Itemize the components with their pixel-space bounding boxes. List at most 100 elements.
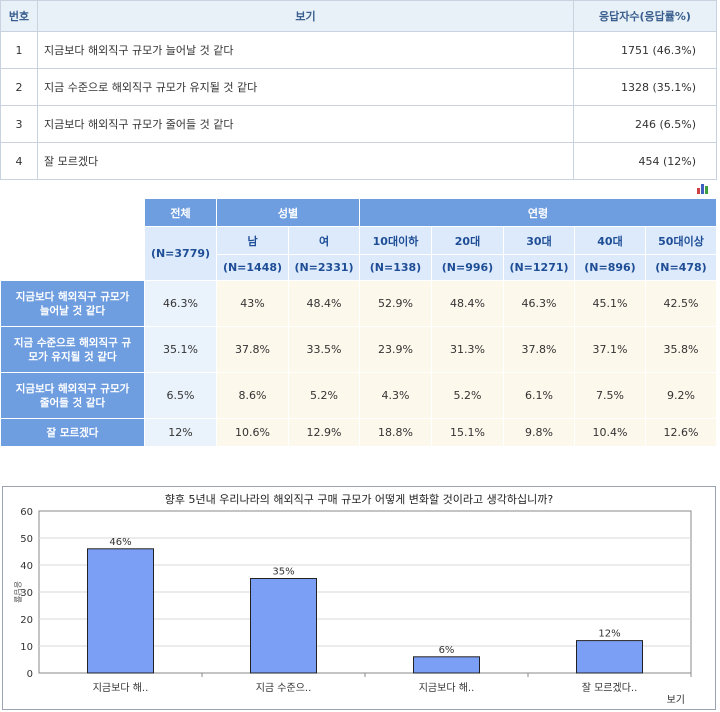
group-n: (N=996)	[431, 254, 504, 281]
row-option: 지금보다 해외직구 규모가 줄어들 것 같다	[37, 105, 574, 143]
header-gender: 성별	[216, 198, 360, 227]
total-n: (N=3779)	[144, 226, 217, 281]
group-n: (N=1271)	[503, 254, 575, 281]
group-label: 10대이하	[359, 226, 432, 255]
table-row: 1 지금보다 해외직구 규모가 늘어날 것 같다 1751 (46.3%)	[0, 31, 717, 69]
cell-value: 5.2%	[288, 372, 360, 419]
cell-value: 12.9%	[288, 418, 360, 447]
y-tick-label: 50	[20, 534, 33, 545]
row-number: 4	[0, 142, 38, 180]
cell-value: 37.1%	[574, 326, 646, 373]
cell-value: 18.8%	[359, 418, 432, 447]
cell-value: 5.2%	[431, 372, 504, 419]
x-tick-label: 잘 모르겠다..	[582, 682, 638, 694]
group-n: (N=478)	[645, 254, 717, 281]
header-number: 번호	[0, 0, 38, 32]
total-value: 12%	[144, 418, 217, 447]
table-row: 지금 수준으로 해외직구 규 모가 유지될 것 같다 35.1% 37.8% 33…	[0, 326, 717, 373]
bar-chart-icon[interactable]	[696, 182, 710, 194]
bar-value-label: 35%	[272, 567, 294, 578]
y-tick-label: 20	[20, 615, 33, 626]
row-label: 지금보다 해외직구 규모가 줄어들 것 같다	[0, 372, 145, 419]
row-number: 2	[0, 68, 38, 106]
cell-value: 8.6%	[216, 372, 289, 419]
row-label: 지금보다 해외직구 규모가 늘어날 것 같다	[0, 280, 145, 327]
cell-value: 6.1%	[503, 372, 575, 419]
cell-value: 45.1%	[574, 280, 646, 327]
response-table-header: 번호 보기 응답자수(응답률%)	[0, 0, 717, 32]
bar	[576, 640, 643, 674]
group-label: 40대	[574, 226, 646, 255]
bar	[413, 656, 480, 674]
cell-value: 43%	[216, 280, 289, 327]
row-option: 지금 수준으로 해외직구 규모가 유지될 것 같다	[37, 68, 574, 106]
header-option: 보기	[37, 0, 574, 32]
table-row: 지금보다 해외직구 규모가 늘어날 것 같다 46.3% 43% 48.4% 52…	[0, 280, 717, 327]
total-value: 35.1%	[144, 326, 217, 373]
chart-plot: 0 10 20 30 40 50 60 응답률 46% 지금보다 해.. 35% 지금 수준으.. 6%…	[13, 507, 692, 706]
cell-value: 10.6%	[216, 418, 289, 447]
y-tick-label: 10	[20, 642, 33, 653]
chart-title: 향후 5년내 우리나라의 해외직구 구매 규모가 어떻게 변화할 것이라고 생각…	[164, 493, 554, 506]
cell-value: 33.5%	[288, 326, 360, 373]
table-row: 2 지금 수준으로 해외직구 규모가 유지될 것 같다 1328 (35.1%)	[0, 68, 717, 106]
cell-value: 48.4%	[288, 280, 360, 327]
x-axis-label: 보기	[667, 694, 685, 706]
cell-value: 42.5%	[645, 280, 717, 327]
row-number: 3	[0, 105, 38, 143]
cell-value: 9.8%	[503, 418, 575, 447]
group-n: (N=2331)	[288, 254, 360, 281]
row-count: 1751 (46.3%)	[573, 31, 717, 69]
cell-value: 37.8%	[503, 326, 575, 373]
y-tick-label: 60	[20, 507, 33, 518]
group-n: (N=896)	[574, 254, 646, 281]
x-tick-label: 지금보다 해..	[419, 681, 475, 694]
group-label: 20대	[431, 226, 504, 255]
cell-value: 35.8%	[645, 326, 717, 373]
cell-value: 9.2%	[645, 372, 717, 419]
total-value: 46.3%	[144, 280, 217, 327]
group-n: (N=138)	[359, 254, 432, 281]
cell-value: 23.9%	[359, 326, 432, 373]
group-label: 50대이상	[645, 226, 717, 255]
group-label: 남	[216, 226, 289, 255]
cell-value: 46.3%	[503, 280, 575, 327]
y-tick-label: 30	[20, 588, 33, 599]
cell-value: 31.3%	[431, 326, 504, 373]
x-tick-label: 지금보다 해..	[93, 681, 149, 694]
row-count: 1328 (35.1%)	[573, 68, 717, 106]
row-option: 지금보다 해외직구 규모가 늘어날 것 같다	[37, 31, 574, 69]
bar-value-label: 12%	[598, 629, 620, 640]
group-label: 여	[288, 226, 360, 255]
x-tick-label: 지금 수준으..	[256, 682, 312, 694]
row-label: 잘 모르겠다	[0, 418, 145, 447]
cell-value: 48.4%	[431, 280, 504, 327]
table-row: 잘 모르겠다 12% 10.6% 12.9% 18.8% 15.1% 9.8% …	[0, 418, 717, 447]
group-label: 30대	[503, 226, 575, 255]
cell-value: 7.5%	[574, 372, 646, 419]
row-option: 잘 모르겠다	[37, 142, 574, 180]
row-count: 246 (6.5%)	[573, 105, 717, 143]
cell-value: 4.3%	[359, 372, 432, 419]
bar-value-label: 46%	[109, 537, 131, 548]
total-value: 6.5%	[144, 372, 217, 419]
bar-chart: 향후 5년내 우리나라의 해외직구 구매 규모가 어떻게 변화할 것이라고 생각…	[2, 486, 716, 710]
cell-value: 15.1%	[431, 418, 504, 447]
header-total: 전체	[144, 198, 217, 227]
cell-value: 37.8%	[216, 326, 289, 373]
table-row: 3 지금보다 해외직구 규모가 줄어들 것 같다 246 (6.5%)	[0, 105, 717, 143]
bar	[250, 578, 317, 674]
y-tick-label: 40	[20, 561, 33, 572]
crosstab-table: 전체 성별 연령 (N=3779) 남 여 10대이하 20대 30대 40대 …	[0, 198, 717, 447]
bar-value-label: 6%	[439, 645, 455, 656]
cell-value: 12.6%	[645, 418, 717, 447]
header-age: 연령	[359, 198, 717, 227]
response-table: 번호 보기 응답자수(응답률%) 1 지금보다 해외직구 규모가 늘어날 것 같…	[0, 0, 717, 180]
row-label: 지금 수준으로 해외직구 규 모가 유지될 것 같다	[0, 326, 145, 373]
row-number: 1	[0, 31, 38, 69]
table-row: 지금보다 해외직구 규모가 줄어들 것 같다 6.5% 8.6% 5.2% 4.3…	[0, 372, 717, 419]
y-tick-label: 0	[27, 669, 33, 680]
bar	[87, 548, 154, 674]
row-count: 454 (12%)	[573, 142, 717, 180]
table-row: 4 잘 모르겠다 454 (12%)	[0, 142, 717, 180]
